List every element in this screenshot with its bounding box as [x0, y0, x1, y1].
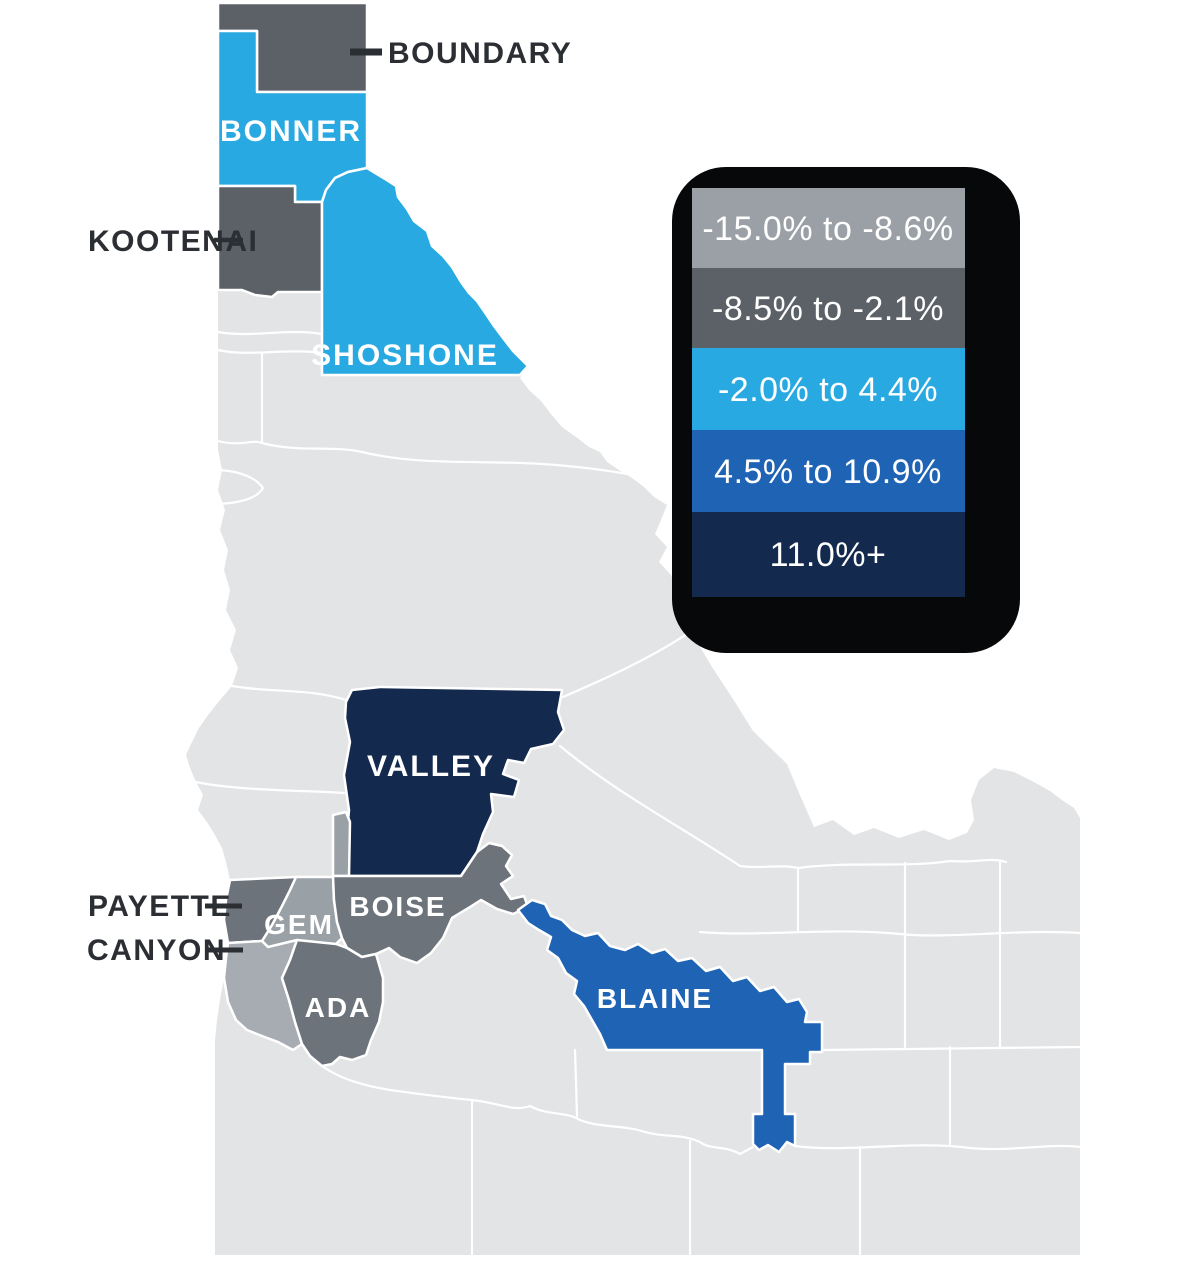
- boise-label: BOISE: [349, 891, 446, 922]
- county-valley: [342, 685, 566, 878]
- on-map-labels: BONNER SHOSHONE VALLEY BOISE GEM ADA BLA…: [220, 115, 713, 1023]
- legend-label-3: -2.0% to 4.4%: [718, 371, 938, 409]
- county-ada: [280, 938, 385, 1068]
- background-county-borders: [194, 330, 1082, 1257]
- ada-label: ADA: [305, 992, 372, 1023]
- county-canyon: [222, 938, 304, 1052]
- legend-swatch-4: [692, 430, 965, 512]
- callout-labels: BOUNDARY KOOTENAI PAYETTE CANYON: [87, 37, 572, 967]
- legend-label-4: 4.5% to 10.9%: [714, 453, 942, 491]
- canyon-label: CANYON: [87, 934, 226, 967]
- county-payette: [222, 875, 298, 945]
- legend-swatch-3: [692, 348, 965, 430]
- bonner-label: BONNER: [220, 115, 362, 148]
- blaine-label: BLAINE: [597, 983, 713, 1014]
- valley-label: VALLEY: [367, 750, 495, 783]
- boundary-label: BOUNDARY: [388, 37, 572, 70]
- legend-swatch-5: [692, 512, 965, 597]
- gem-label: GEM: [264, 909, 334, 940]
- highlighted-counties: [216, 1, 824, 1154]
- kootenai-label: KOOTENAI: [88, 225, 258, 258]
- payette-label: PAYETTE: [88, 890, 232, 923]
- legend-label-5: 11.0%+: [770, 536, 887, 574]
- legend-label-1: -15.0% to -8.6%: [702, 210, 953, 248]
- legend: -15.0% to -8.6% -8.5% to -2.1% -2.0% to …: [672, 167, 1020, 653]
- legend-swatch-2: [692, 268, 965, 348]
- legend-label-2: -8.5% to -2.1%: [712, 290, 944, 328]
- county-kootenai: [216, 184, 324, 299]
- legend-swatch-1: [692, 188, 965, 268]
- county-shoshone: [320, 166, 530, 377]
- shoshone-label: SHOSHONE: [311, 339, 499, 372]
- county-blaine: [516, 898, 824, 1154]
